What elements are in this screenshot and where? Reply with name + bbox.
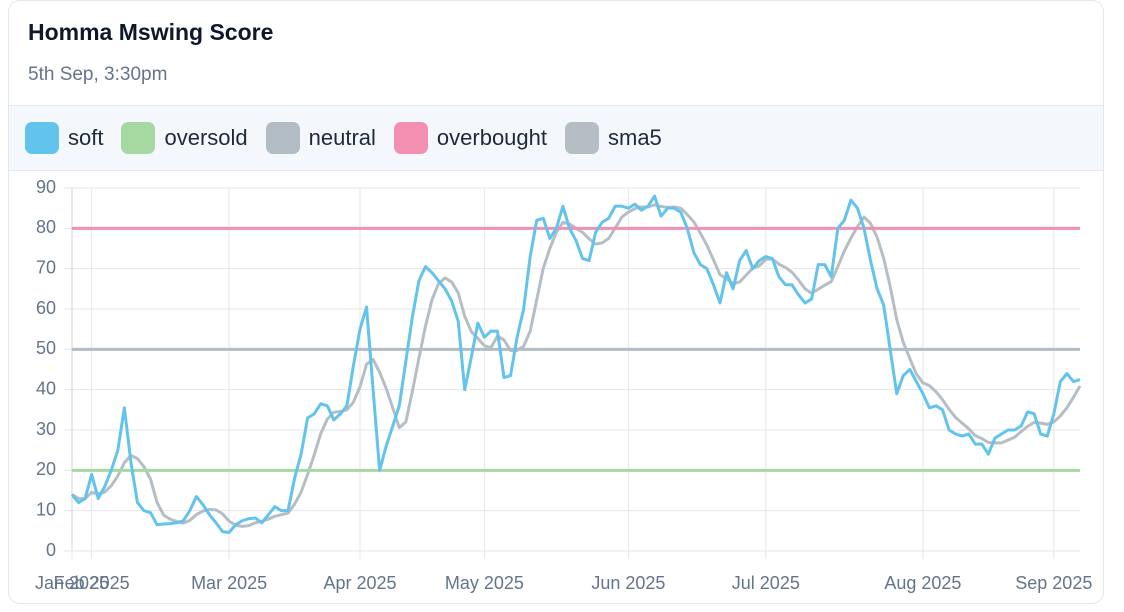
y-tick-label: 30 — [36, 419, 56, 439]
legend: soft oversold neutral overbought sma5 — [9, 105, 1103, 171]
y-tick-label: 40 — [36, 378, 56, 398]
y-tick-label: 20 — [36, 459, 56, 479]
y-tick-label: 60 — [36, 298, 56, 318]
legend-item[interactable]: sma5 — [565, 122, 662, 154]
x-tick-label: Aug 2025 — [884, 573, 961, 593]
legend-label: overbought — [436, 125, 547, 150]
x-tick-label: Jul 2025 — [732, 573, 800, 593]
x-tick-label: Mar 2025 — [191, 573, 267, 593]
legend-item[interactable]: overbought — [393, 122, 547, 154]
x-tick-label: Apr 2025 — [323, 573, 396, 593]
y-tick-label: 70 — [36, 257, 56, 277]
y-tick-label: 10 — [36, 499, 56, 519]
x-tick-label: May 2025 — [445, 573, 524, 593]
y-tick-label: 80 — [36, 217, 56, 237]
y-tick-label: 50 — [36, 338, 56, 358]
legend-item[interactable]: neutral — [265, 122, 376, 154]
x-tick-label: Sep 2025 — [1015, 573, 1092, 593]
legend-item[interactable]: soft — [25, 122, 103, 154]
x-tick-label: Jun 2025 — [591, 573, 665, 593]
legend-swatch — [25, 122, 59, 154]
legend-item[interactable]: oversold — [121, 122, 248, 154]
legend-label: sma5 — [608, 125, 662, 150]
legend-swatch — [565, 122, 599, 154]
legend-label: neutral — [308, 125, 376, 150]
legend-label: oversold — [164, 125, 248, 150]
legend-swatch — [265, 122, 300, 154]
series-line — [71, 203, 1082, 528]
y-tick-label: 0 — [46, 540, 56, 560]
x-tick-label: Feb 2025 — [54, 573, 130, 593]
chart-subtitle: 5th Sep, 3:30pm — [28, 64, 168, 85]
y-tick-label: 90 — [36, 177, 56, 197]
legend-swatch — [121, 122, 156, 154]
series-line — [70, 194, 1081, 534]
legend-label: soft — [68, 125, 104, 150]
x-tick-label: Jan 2025 — [35, 573, 109, 593]
legend-swatch — [393, 122, 428, 154]
card: Homma Mswing Score 5th Sep, 3:30pm soft o… — [8, 0, 1104, 604]
chart-title: Homma Mswing Score — [28, 19, 274, 45]
